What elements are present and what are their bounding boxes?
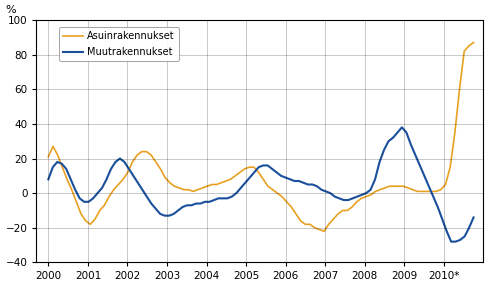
Asuinrakennukset [321,230,326,233]
Muutrakennukset [438,217,444,221]
Asuinrakennukset [381,186,387,190]
Asuinrakennukset [405,186,410,190]
Muutrakennukset [228,195,234,198]
Muutrakennukset [45,178,51,181]
Muutrakennukset [166,214,172,217]
Asuinrakennukset [386,185,391,188]
Asuinrakennukset [390,185,396,188]
Muutrakennukset [469,216,475,219]
Line: Muutrakennukset: Muutrakennukset [48,127,472,242]
Muutrakennukset [103,178,109,181]
Legend: Asuinrakennukset, Muutrakennukset: Asuinrakennukset, Muutrakennukset [59,27,179,61]
Asuinrakennukset [469,41,475,44]
Line: Asuinrakennukset: Asuinrakennukset [48,42,472,231]
Asuinrakennukset [45,155,51,158]
Muutrakennukset [273,171,279,174]
Muutrakennukset [398,126,404,129]
Asuinrakennukset [363,195,368,198]
Muutrakennukset [447,240,453,243]
Text: %: % [5,5,16,15]
Muutrakennukset [260,164,265,167]
Asuinrakennukset [297,219,303,223]
